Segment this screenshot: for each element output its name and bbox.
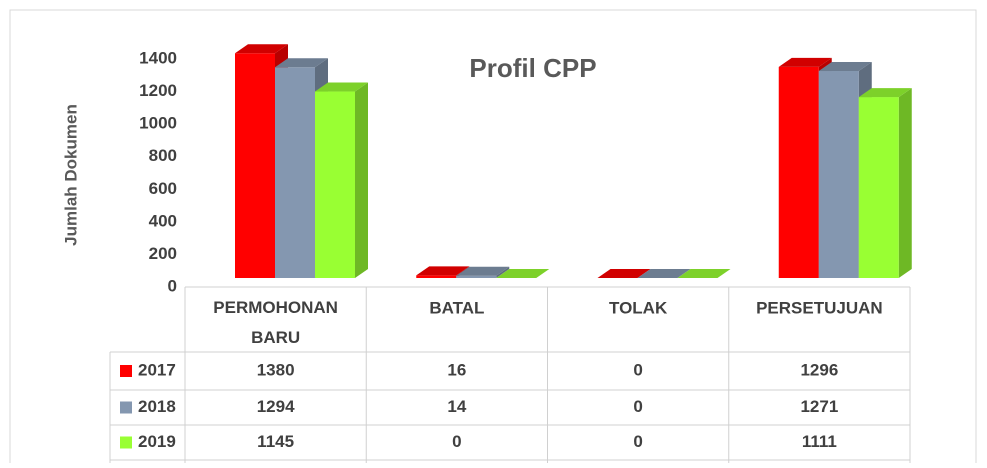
table-value: 0 [633,397,642,416]
bar-top [456,266,510,276]
bar-side [355,82,368,279]
bar-top [778,57,832,67]
bar-side [496,266,510,278]
bar-side [898,88,912,279]
legend-label: 2018 [138,397,176,416]
legend-label: 2017 [138,360,176,379]
bar-top [677,269,731,278]
bar-front [416,275,457,278]
y-tick-label: 1000 [139,114,177,133]
bar [637,269,691,278]
bar-top [818,62,872,72]
bar [315,82,368,279]
bar-top [315,82,368,92]
table-value: 1271 [800,397,838,416]
category-label: PERSETUJUAN [756,298,883,317]
category-label: PERMOHONAN BARU [213,298,338,347]
table-value: 14 [447,397,466,416]
category-label: BATAL [429,298,484,317]
bar [677,269,731,278]
table-value: 1380 [257,360,295,379]
bar-front [818,71,859,278]
legend-swatch [120,365,132,377]
bar [597,269,651,278]
table-value: 0 [633,360,642,379]
bar-front [858,97,899,279]
y-tick-label: 800 [149,146,177,165]
bar-front [315,91,355,279]
table-value: 1111 [802,432,837,451]
bar-top [235,44,288,54]
y-tick-label: 400 [149,211,177,230]
y-tick-label: 1400 [139,48,177,67]
bar-top [858,88,912,98]
bar-top [496,269,550,278]
y-tick-label: 0 [168,276,177,295]
table-value: 0 [452,432,461,451]
table-value: 1145 [257,432,294,451]
chart-title: Profil CPP [469,53,596,83]
bar-front [275,67,315,279]
legend-swatch [120,436,132,449]
bar-top [275,58,328,68]
bar [456,266,510,278]
legend-label: 2019 [138,432,176,451]
table-value: 1296 [800,360,838,379]
table-value: 1294 [257,397,295,416]
bar [858,88,912,279]
table-value: 0 [633,432,642,451]
bar-front [778,66,819,279]
legend-swatch [120,401,132,414]
bar-top [416,266,470,276]
y-tick-label: 600 [149,179,177,198]
bar-top [637,269,691,278]
y-tick-label: 200 [149,244,177,263]
bar-front [456,275,497,278]
y-axis-label: Jumlah Dokumen [61,104,80,246]
category-label: TOLAK [609,298,668,317]
bar-front [235,53,275,278]
table-value: 16 [447,360,466,379]
bar [496,269,550,278]
bar-top [597,269,651,278]
y-tick-label: 1200 [139,81,177,100]
